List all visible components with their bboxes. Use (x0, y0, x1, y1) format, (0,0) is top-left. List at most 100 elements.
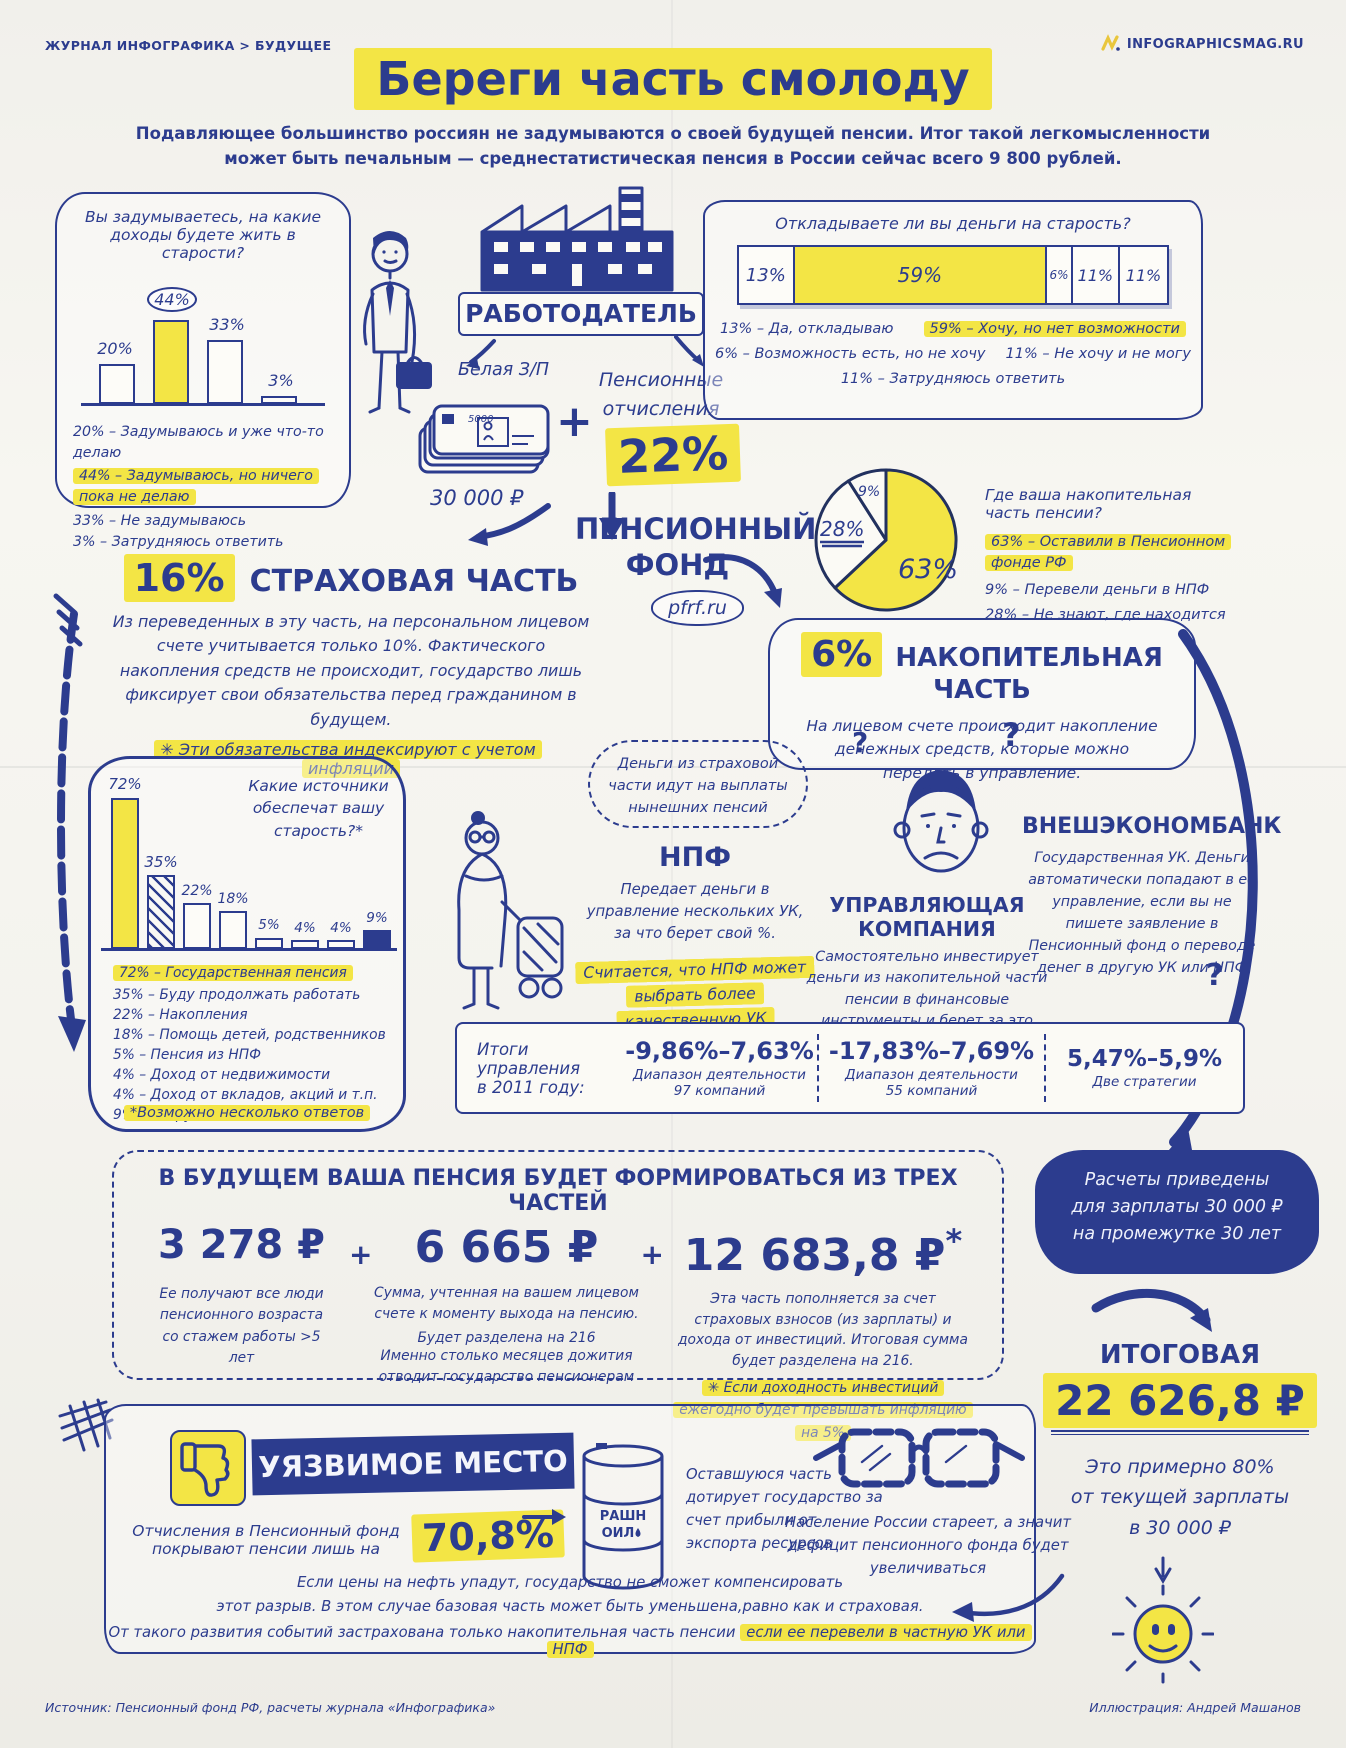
veb-title: ВНЕШЭКОНОМБАНК (1022, 814, 1282, 839)
thumbs-down-icon (180, 1442, 230, 1497)
total-note: Это примерно 80% от текущей зарплаты в 3… (1035, 1452, 1325, 1543)
bar-72-highlighted (111, 798, 139, 949)
bar-35 (147, 875, 175, 949)
bar-33 (207, 340, 243, 404)
results-desc: Диапазон деятельности (633, 1067, 806, 1083)
legend-item: 11% – Не хочу и не могу (1005, 346, 1191, 362)
salary-amount: 30 000 ₽ (430, 486, 524, 510)
funded-pct: 6% (801, 632, 883, 677)
pension-contrib-label: Пенсионные отчисления (598, 369, 724, 420)
bar-label-33: 33% (209, 315, 245, 334)
segment-11a: 11% (1073, 247, 1120, 303)
pie-legend-block: Где ваша накопительная часть пенсии? 63%… (985, 486, 1235, 626)
plus-sign: + (556, 396, 593, 447)
amount-funded-desc: Эта часть пополняется за счет страховых … (678, 1291, 968, 1370)
pie-label-9: 9% (858, 484, 880, 500)
results-col-uk: -17,83%–7,69% Диапазон деятельности 55 к… (819, 1037, 1044, 1099)
funded-title: НАКОПИТЕЛЬНАЯ ЧАСТЬ (895, 643, 1163, 705)
bar-4a (291, 940, 319, 949)
future-part-funded: 12 683,8 ₽* Эта часть пополняется за сче… (664, 1222, 982, 1444)
site-logo-block: INFOGRAPHICSMAG.RU (1101, 34, 1304, 54)
pie-label-63: 63% (898, 554, 958, 585)
legend-item-highlight: 72% – Государственная пенсия (113, 965, 353, 981)
pie-label-28: 28% (820, 517, 864, 541)
intro-line-1: Подавляющее большинство россиян не задум… (135, 124, 1211, 143)
legend-item: 6% – Возможность есть, но не хочу (715, 346, 986, 362)
stacked-bar: 13% 59% 6% 11% 11% (737, 245, 1169, 305)
bar-label: 72% (108, 775, 142, 793)
insurance-body: Из переведенных в эту часть, на персонал… (112, 612, 590, 729)
legend-item: 5% – Пенсия из НПФ (113, 1047, 261, 1063)
legend-item: 18% – Помощь детей, родственников (113, 1027, 386, 1043)
pension-fund-line1: ПЕНСИОННЫЙ (575, 512, 817, 546)
legend-item: 4% – Доход от недвижимости (113, 1067, 331, 1083)
arrow-to-contrib-icon (674, 335, 704, 367)
future-part-basic: 3 278 ₽ Ее получают все люди пенсионного… (134, 1222, 349, 1370)
legend-item: 35% – Буду продолжать работать (113, 987, 361, 1003)
bar-label-44-circled: 44% (147, 287, 197, 312)
bar-label: 5% (258, 917, 280, 933)
confused-face-illustration (893, 770, 989, 873)
saving-legend-row-2: 6% – Возможность есть, но не хочу 11% – … (705, 346, 1201, 362)
segment-13: 13% (739, 247, 795, 303)
legend-item-highlight: 59% – Хочу, но нет возможности (923, 321, 1186, 337)
legend-item: 22% – Накопления (113, 1007, 248, 1023)
intro-line-2: может быть печальным — среднестатистичес… (224, 149, 1122, 168)
scribble-doodle (58, 1398, 114, 1452)
magazine-logo-icon (1101, 34, 1120, 51)
funded-body: На лицевом счете происходит накопление д… (806, 717, 1158, 782)
bar-label: 22% (181, 883, 213, 899)
amount-insurance: 6 665 ₽ (414, 1222, 599, 1273)
poll-saving-box: Откладываете ли вы деньги на старость? 1… (703, 200, 1203, 420)
weak-spot-box: УЯЗВИМОЕ МЕСТО Отчисления в Пенсионный ф… (104, 1404, 1071, 1658)
weak-lead: Отчисления в Пенсионный фонд покрывают п… (120, 1522, 412, 1558)
calc-note-blob: Расчеты приведены для зарплаты 30 000 ₽ … (1035, 1150, 1319, 1274)
npf-title: НПФ (659, 842, 731, 873)
pension-fund-line2: ФОНД (625, 548, 730, 582)
veb-body: Государственная УК. Деньги автоматически… (1028, 850, 1256, 976)
divider (817, 1034, 819, 1102)
bar-4b (327, 940, 355, 949)
legend-item: 11% – Затрудняюсь ответить (840, 371, 1066, 387)
amount-funded-star: * (945, 1222, 963, 1260)
legend-item-highlight: 63% – Оставили в Пенсионном фонде РФ (985, 534, 1232, 572)
amount-insurance-desc3: Именно столько месяцев дожития отводит г… (378, 1348, 635, 1386)
future-pension-box: В БУДУЩЕМ ВАША ПЕНСИЯ БУДЕТ ФОРМИРОВАТЬС… (112, 1150, 1004, 1441)
question-mark-doodle: ? (1002, 716, 1021, 754)
bar-22 (183, 903, 211, 949)
funded-heading: 6% НАКОПИТЕЛЬНАЯ ЧАСТЬ (770, 632, 1194, 705)
paper-crease-vertical (671, 0, 673, 1748)
poll-saving-question: Откладываете ли вы деньги на старость? (775, 214, 1131, 233)
insurance-usage-note: Деньги из страховой части идут на выплат… (588, 740, 808, 828)
weak-spot-title: УЯЗВИМОЕ МЕСТО (257, 1443, 569, 1485)
pfrf-site-badge: pfrf.ru (651, 590, 744, 626)
weak-bottom-line3: От такого развития событий застрахована … (106, 1624, 1034, 1658)
poll-income-question: Вы задумываетесь, на какие доходы будете… (85, 208, 321, 262)
sources-box: Какие источники обеспечат вашу старость?… (88, 756, 406, 1132)
sources-chart: 72% 35% 22% 18% 5% 4% 4% 9% (101, 773, 397, 959)
weak-lead-line1: Отчисления в Пенсионный фонд (132, 1522, 400, 1540)
contrib-pct: 22% (605, 423, 742, 487)
legend-item-highlight: 44% – Задумываюсь, но ничего пока не дел… (73, 468, 319, 505)
total-underline (1051, 1430, 1309, 1435)
breadcrumb: ЖУРНАЛ ИНФОГРАФИКА > БУДУЩЕЕ (45, 38, 332, 53)
weak-lead-line2: покрывают пенсии лишь на (152, 1540, 380, 1558)
segment-59-highlighted: 59% (794, 247, 1048, 303)
insurance-pct: 16% (123, 554, 235, 602)
results-label: Итоги управления в 2011 году: (457, 1040, 622, 1097)
bar-18 (219, 911, 247, 949)
footer-source: Источник: Пенсионный фонд РФ, расчеты жу… (45, 1700, 496, 1715)
bar-label: 4% (294, 920, 316, 936)
future-title: В БУДУЩЕМ ВАША ПЕНСИЯ БУДЕТ ФОРМИРОВАТЬС… (158, 1166, 958, 1216)
bar-label: 18% (217, 891, 249, 907)
white-salary-label: Белая З/П (458, 360, 550, 380)
poll-income-bubble: Вы задумываетесь, на какие доходы будете… (55, 192, 351, 550)
total-note-line3: в 30 000 ₽ (1129, 1516, 1231, 1539)
bar-label: 4% (330, 920, 352, 936)
npf-block: НПФ Передает деньги в управление несколь… (575, 842, 815, 1033)
divider (1044, 1034, 1046, 1102)
calc-line3: на промежутке 30 лет (1072, 1224, 1282, 1245)
total-note-line1: Это примерно 80% (1085, 1456, 1275, 1478)
employer-ribbon: РАБОТОДАТЕЛЬ (458, 292, 704, 336)
insurance-part-block: 16% СТРАХОВАЯ ЧАСТЬ Из переведенных в эт… (112, 554, 590, 779)
